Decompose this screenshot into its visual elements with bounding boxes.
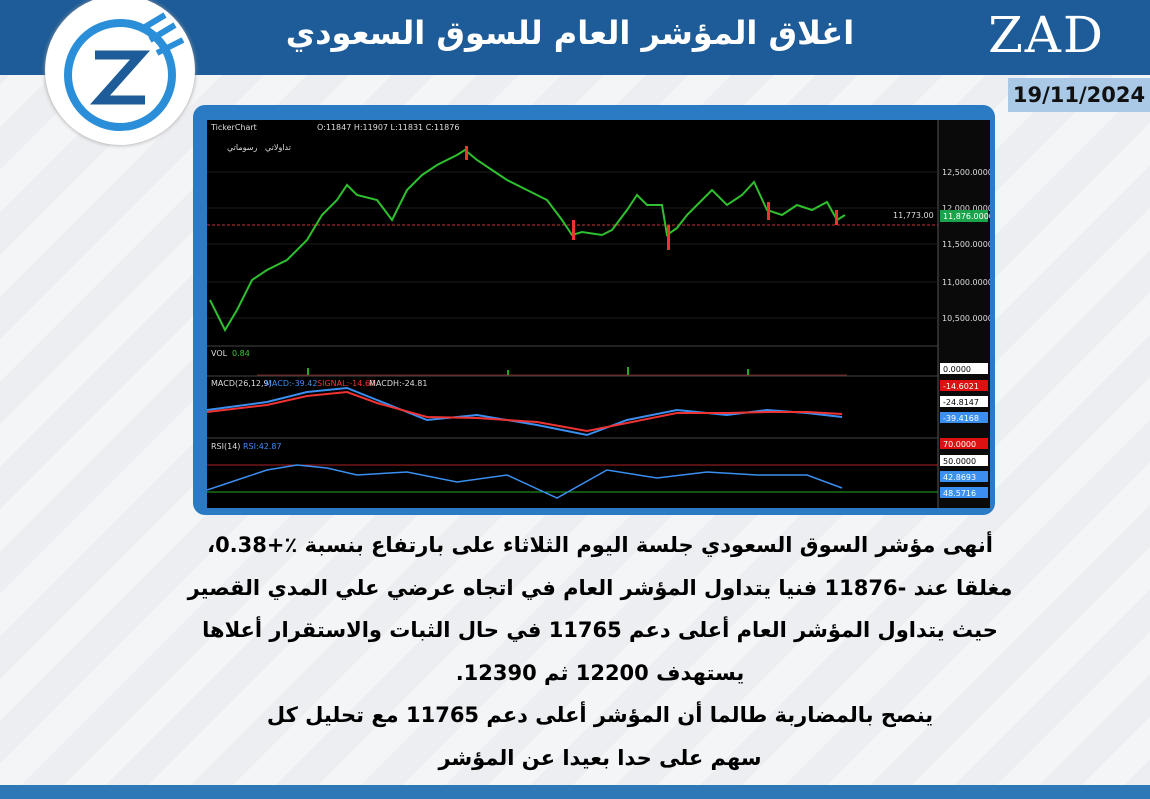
price-label: 11,500.0000 — [942, 240, 990, 249]
text-line: سهم على حدا بعيدا عن المؤشر — [438, 745, 762, 770]
macd-label: MACD(26,12,9) — [211, 379, 272, 388]
macd-signal: SIGNAL:-14.60 — [317, 379, 375, 388]
vol-axis: 0.0000 — [943, 365, 971, 374]
logo-icon — [64, 12, 185, 131]
rsi-label: RSI(14) — [211, 442, 240, 451]
rsi-axis: 50.0000 — [943, 457, 976, 466]
vol-label: VOL — [211, 349, 228, 358]
rsi-value: RSI:42.87 — [243, 442, 282, 451]
title: اغلاق المؤشر العام للسوق السعودي — [285, 14, 855, 52]
brand: ZAD — [988, 6, 1105, 64]
text-line: مغلقا عند -11876 فنيا يتداول المؤشر العا… — [187, 575, 1013, 600]
support-label: 11,773.00 — [893, 211, 934, 220]
last-price: 11,876.0000 — [943, 212, 990, 221]
macd-axis: -24.8147 — [943, 398, 979, 407]
price-label: 11,000.0000 — [942, 278, 990, 287]
logo — [45, 0, 195, 145]
macd-value: MACD:-39.42 — [265, 379, 317, 388]
rsi-axis: 42.8693 — [943, 473, 976, 482]
rsi-axis: 48.5716 — [943, 489, 976, 498]
ohlc: O:11847 H:11907 L:11831 C:11876 — [317, 123, 459, 132]
toolbar-item[interactable]: تداولاتي — [265, 143, 291, 152]
footer-bar — [0, 785, 1150, 799]
toolbar-item[interactable]: رسوماتي — [227, 143, 257, 152]
text-line: حيث يتداول المؤشر العام أعلى دعم 11765 ف… — [202, 618, 998, 642]
chart-texts: TickerChart O:11847 H:11907 L:11831 C:11… — [210, 123, 990, 498]
text-line: ينصح بالمضاربة طالما أن المؤشر أعلى دعم … — [266, 703, 934, 727]
text-line: يستهدف 12200 ثم 12390. — [455, 660, 745, 685]
price-label: 12,500.0000 — [942, 168, 990, 177]
text-line: أنهى مؤشر السوق السعودي جلسة اليوم الثلا… — [207, 533, 993, 557]
macd-hist: MACDH:-24.81 — [369, 379, 427, 388]
rsi-axis: 70.0000 — [943, 440, 976, 449]
macd-axis: -14.6021 — [943, 382, 979, 391]
analysis-text: أنهى مؤشر السوق السعودي جلسة اليوم الثلا… — [150, 524, 1050, 779]
price-label: 12,000.0000 — [942, 204, 990, 213]
vol-value: 0.84 — [232, 349, 250, 358]
macd-axis: -39.4168 — [943, 414, 979, 423]
price-label: 10,500.0000 — [942, 314, 990, 323]
chart-screenshot: TickerChart O:11847 H:11907 L:11831 C:11… — [207, 120, 990, 508]
date: 19/11/2024 — [1008, 78, 1150, 112]
source: TickerChart — [210, 123, 257, 132]
